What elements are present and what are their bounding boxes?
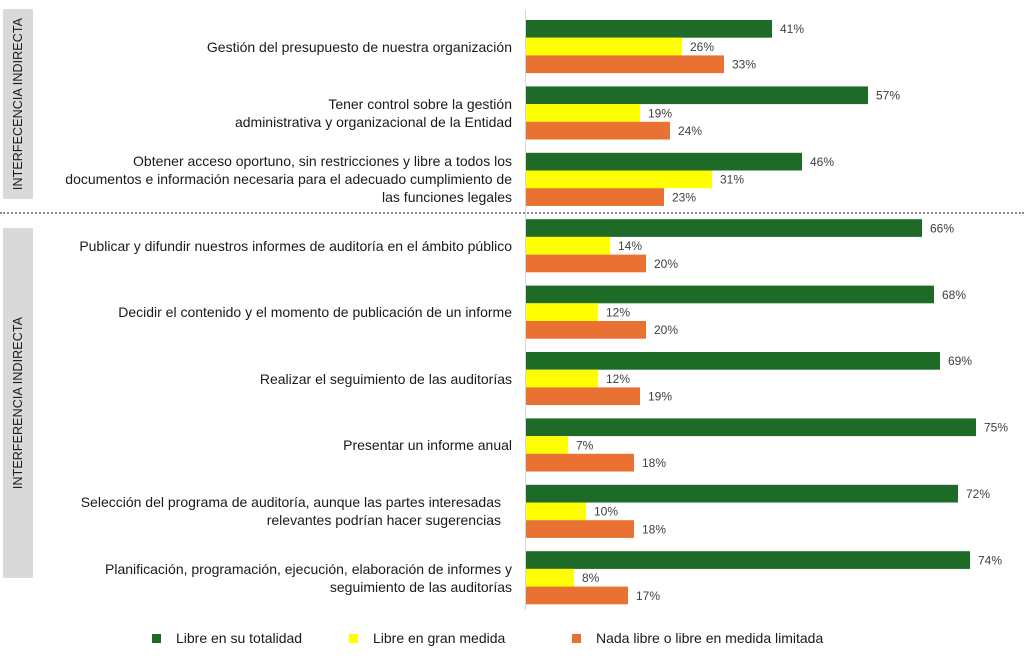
bar-limitada — [526, 188, 664, 206]
category-label: Gestión del presupuesto de nuestra organ… — [207, 38, 512, 56]
category-label-line: relevantes podrían hacer sugerencias — [266, 512, 501, 529]
category-axis-line — [525, 10, 526, 610]
bar-gran-medida — [526, 502, 586, 521]
data-label-limitada: 24% — [678, 124, 702, 138]
data-label-limitada: 19% — [648, 390, 672, 404]
data-label-totalidad: 69% — [948, 354, 972, 368]
legend-swatch-totalidad — [152, 633, 161, 643]
bar-limitada — [526, 321, 646, 339]
section-box-top: INTERFECENCIA INDIRECTA — [3, 9, 33, 199]
bar-totalidad — [526, 20, 772, 38]
data-label-gran-medida: 14% — [618, 239, 642, 253]
bar-totalidad — [526, 285, 934, 304]
data-label-totalidad: 41% — [780, 22, 804, 36]
category-label-line: Presentar un informe anual — [343, 436, 512, 453]
data-label-totalidad: 68% — [942, 288, 966, 302]
category-label: Planificación, programación, ejecución, … — [105, 560, 512, 596]
data-label-gran-medida: 10% — [594, 505, 618, 519]
bar-gran-medida — [526, 236, 610, 255]
legend-swatch-gran-medida — [349, 633, 358, 643]
bar-limitada — [526, 121, 670, 140]
bar-gran-medida — [526, 303, 598, 321]
legend-label-limitada: Nada libre o libre en medida limitada — [596, 630, 824, 646]
category-label-line: administrativa y organizacional de la En… — [234, 113, 512, 130]
legend-item-gran-medida: Libre en gran medida — [349, 630, 505, 646]
data-label-gran-medida: 12% — [606, 306, 630, 320]
category-label: Publicar y difundir nuestros informes de… — [79, 237, 512, 255]
data-label-limitada: 18% — [642, 522, 666, 536]
bar-gran-medida — [526, 436, 568, 454]
category-label: Decidir el contenido y el momento de pub… — [118, 303, 512, 321]
category-label-line: Planificación, programación, ejecución, … — [105, 560, 512, 577]
section-box-bottom: INTERFERENCIA INDIRECTA — [3, 228, 33, 578]
bar-totalidad — [526, 152, 802, 171]
bar-gran-medida — [526, 104, 640, 122]
category-label: Tener control sobre la gestión administra… — [235, 95, 512, 131]
bar-totalidad — [526, 352, 940, 370]
bar-totalidad — [526, 484, 958, 503]
section-separator — [0, 212, 1024, 214]
data-label-gran-medida: 19% — [648, 106, 672, 120]
data-label-gran-medida: 8% — [582, 571, 600, 585]
data-label-gran-medida: 31% — [720, 173, 744, 187]
data-label-totalidad: 57% — [876, 89, 900, 103]
legend: Libre en su totalidad Libre en gran medi… — [0, 630, 1024, 650]
data-label-limitada: 23% — [672, 190, 696, 204]
category-label-line: seguimiento de las auditorías — [329, 578, 512, 595]
category-label: Realizar el seguimiento de las auditoría… — [260, 370, 512, 388]
category-label-line: Decidir el contenido y el momento de pub… — [118, 304, 512, 321]
category-label-line: documentos e información necesaria para … — [65, 171, 512, 188]
bar-gran-medida — [526, 568, 574, 587]
bar-gran-medida — [526, 37, 682, 56]
category-label-line: Tener control sobre la gestión — [328, 95, 512, 112]
legend-label-gran-medida: Libre en gran medida — [373, 630, 506, 646]
data-label-totalidad: 66% — [930, 221, 954, 235]
data-label-limitada: 33% — [732, 58, 756, 72]
data-label-limitada: 20% — [654, 257, 678, 271]
legend-item-totalidad: Libre en su totalidad — [152, 630, 302, 646]
category-label: Obtener acceso oportuno, sin restriccion… — [65, 152, 512, 206]
category-label-line: Obtener acceso oportuno, sin restriccion… — [133, 153, 512, 170]
bar-limitada — [526, 387, 640, 406]
bar-limitada — [526, 586, 628, 605]
data-label-limitada: 17% — [636, 589, 660, 603]
data-label-gran-medida: 26% — [690, 40, 714, 54]
data-label-limitada: 20% — [654, 323, 678, 337]
category-label-line: las funciones legales — [382, 189, 512, 206]
bar-limitada — [526, 254, 646, 273]
bar-limitada — [526, 453, 634, 472]
bar-limitada — [526, 55, 724, 74]
bar-gran-medida — [526, 170, 712, 189]
bar-totalidad — [526, 418, 976, 437]
category-label: Selección del programa de auditoría, aun… — [81, 493, 501, 529]
category-label: Presentar un informe anual — [343, 436, 512, 454]
bar-totalidad — [526, 551, 970, 569]
data-label-totalidad: 46% — [810, 155, 834, 169]
bar-totalidad — [526, 86, 868, 105]
data-label-gran-medida: 7% — [576, 438, 594, 452]
bar-limitada — [526, 520, 634, 538]
category-label-line: Realizar el seguimiento de las auditoría… — [259, 370, 512, 387]
legend-swatch-limitada — [572, 633, 581, 643]
data-label-totalidad: 72% — [966, 487, 990, 501]
category-label-line: Selección del programa de auditoría, aun… — [80, 494, 501, 511]
bar-totalidad — [526, 219, 922, 237]
legend-label-totalidad: Libre en su totalidad — [176, 630, 303, 646]
category-label-line: Gestión del presupuesto de nuestra organ… — [206, 38, 512, 55]
data-label-limitada: 18% — [642, 456, 666, 470]
data-label-totalidad: 75% — [984, 421, 1008, 435]
bar-gran-medida — [526, 369, 598, 388]
category-label-line: Publicar y difundir nuestros informes de… — [79, 237, 512, 254]
data-label-gran-medida: 12% — [606, 372, 630, 386]
data-label-totalidad: 74% — [978, 553, 1002, 567]
legend-item-limitada: Nada libre o libre en medida limitada — [572, 630, 823, 646]
